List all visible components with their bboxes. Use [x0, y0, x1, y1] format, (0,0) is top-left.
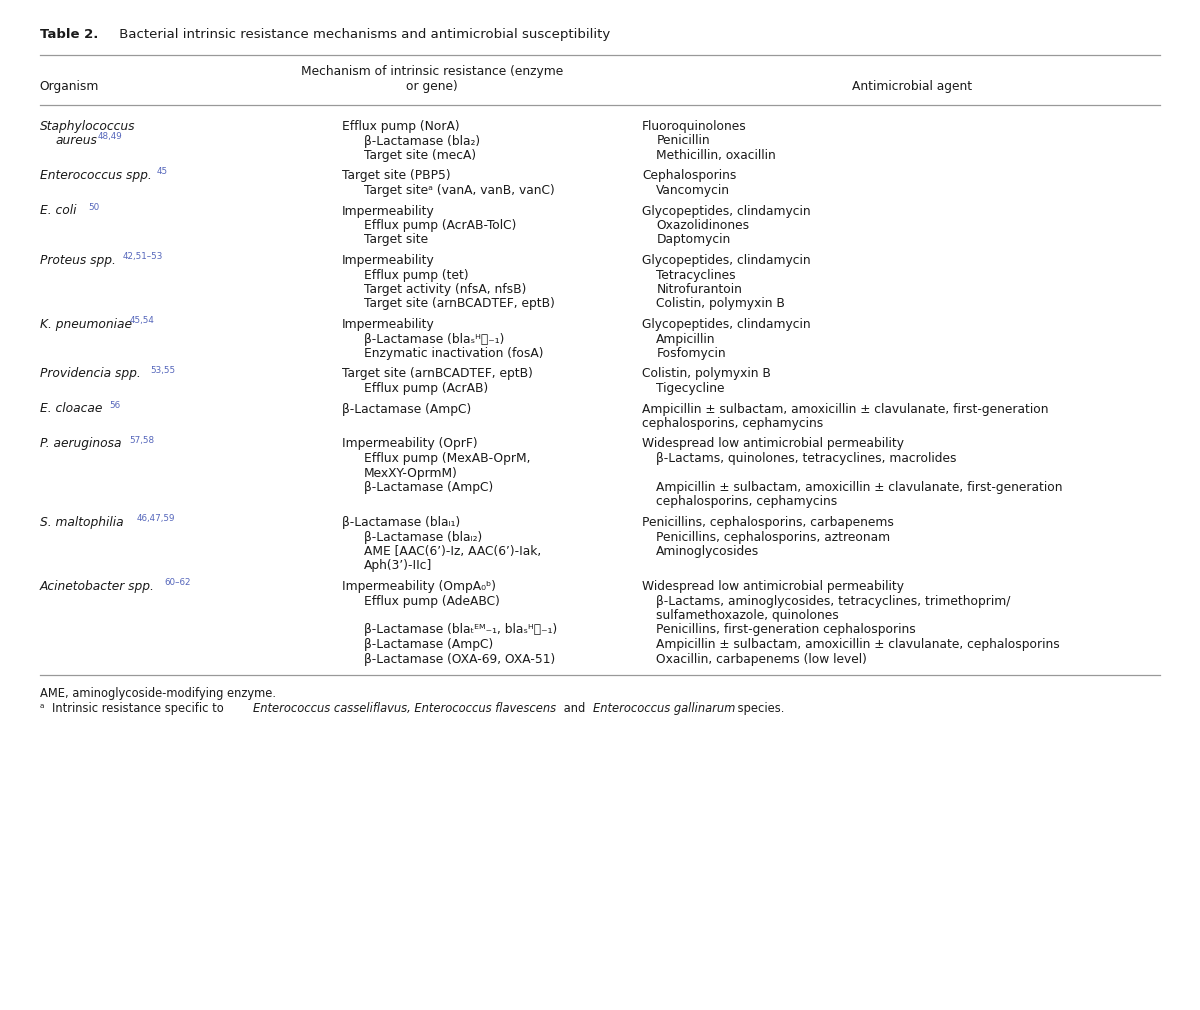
Text: ᵃ: ᵃ	[40, 702, 44, 715]
Text: Ampicillin ± sulbactam, amoxicillin ± clavulanate, first-generation: Ampicillin ± sulbactam, amoxicillin ± cl…	[642, 403, 1049, 415]
Text: and: and	[560, 702, 589, 715]
Text: 50: 50	[89, 202, 100, 211]
Text: 45: 45	[157, 168, 168, 177]
Text: species.: species.	[734, 702, 785, 715]
Text: sulfamethoxazole, quinolones: sulfamethoxazole, quinolones	[656, 609, 839, 622]
Text: Widespread low antimicrobial permeability: Widespread low antimicrobial permeabilit…	[642, 580, 904, 593]
Text: 46,47,59: 46,47,59	[137, 514, 175, 523]
Text: Proteus spp.: Proteus spp.	[40, 254, 115, 267]
Text: cephalosporins, cephamycins: cephalosporins, cephamycins	[642, 417, 823, 430]
Text: Tetracyclines: Tetracyclines	[656, 269, 736, 282]
Text: Target site: Target site	[364, 233, 427, 246]
Text: β-Lactamase (AmpC): β-Lactamase (AmpC)	[364, 638, 493, 651]
Text: Enterococcus gallinarum: Enterococcus gallinarum	[593, 702, 736, 715]
Text: Glycopeptides, clindamycin: Glycopeptides, clindamycin	[642, 318, 811, 331]
Text: Oxazolidinones: Oxazolidinones	[656, 219, 750, 232]
Text: Impermeability: Impermeability	[342, 204, 434, 217]
Text: β-Lactamase (blaₗ₂): β-Lactamase (blaₗ₂)	[364, 530, 482, 543]
Text: Target siteᵃ (vanA, vanB, vanC): Target siteᵃ (vanA, vanB, vanC)	[364, 184, 554, 197]
Text: Efflux pump (tet): Efflux pump (tet)	[364, 269, 468, 282]
Text: Widespread low antimicrobial permeability: Widespread low antimicrobial permeabilit…	[642, 437, 904, 450]
Text: Intrinsic resistance specific to: Intrinsic resistance specific to	[52, 702, 227, 715]
Text: β-Lactamase (blaₜᴱᴹ₋₁, blaₛᴴᵜ₋₁): β-Lactamase (blaₜᴱᴹ₋₁, blaₛᴴᵜ₋₁)	[364, 623, 557, 636]
Text: β-Lactams, quinolones, tetracyclines, macrolides: β-Lactams, quinolones, tetracyclines, ma…	[656, 452, 956, 465]
Text: 56: 56	[109, 401, 120, 409]
Text: 53,55: 53,55	[150, 366, 175, 375]
Text: Ampicillin ± sulbactam, amoxicillin ± clavulanate, cephalosporins: Ampicillin ± sulbactam, amoxicillin ± cl…	[656, 638, 1060, 651]
Text: Nitrofurantoin: Nitrofurantoin	[656, 283, 743, 296]
Text: Enterococcus casseliflavus, Enterococcus flavescens: Enterococcus casseliflavus, Enterococcus…	[253, 702, 557, 715]
Text: Colistin, polymyxin B: Colistin, polymyxin B	[642, 368, 770, 381]
Text: Ampicillin: Ampicillin	[656, 332, 716, 345]
Text: Fluoroquinolones: Fluoroquinolones	[642, 120, 746, 133]
Text: Impermeability (OmpA₀ᵇ): Impermeability (OmpA₀ᵇ)	[342, 580, 496, 593]
Text: Staphylococcus: Staphylococcus	[40, 120, 136, 133]
Text: Antimicrobial agent: Antimicrobial agent	[852, 80, 972, 93]
Text: Target activity (nfsA, nfsB): Target activity (nfsA, nfsB)	[364, 283, 526, 296]
Text: P. aeruginosa: P. aeruginosa	[40, 437, 121, 450]
Text: β-Lactamase (AmpC): β-Lactamase (AmpC)	[364, 481, 493, 494]
Text: Impermeability (OprF): Impermeability (OprF)	[342, 437, 478, 450]
Text: Ampicillin ± sulbactam, amoxicillin ± clavulanate, first-generation: Ampicillin ± sulbactam, amoxicillin ± cl…	[656, 481, 1063, 494]
Text: MexXY-OprmM): MexXY-OprmM)	[364, 467, 457, 480]
Text: β-Lactamase (blaₗ₁): β-Lactamase (blaₗ₁)	[342, 516, 461, 529]
Text: Enterococcus spp.: Enterococcus spp.	[40, 170, 151, 183]
Text: Vancomycin: Vancomycin	[656, 184, 731, 197]
Text: Impermeability: Impermeability	[342, 318, 434, 331]
Text: Cephalosporins: Cephalosporins	[642, 170, 737, 183]
Text: Efflux pump (AcrAB): Efflux pump (AcrAB)	[364, 382, 488, 395]
Text: β-Lactamase (OXA-69, OXA-51): β-Lactamase (OXA-69, OXA-51)	[364, 652, 554, 666]
Text: 45,54: 45,54	[130, 316, 155, 325]
Text: β-Lactamase (AmpC): β-Lactamase (AmpC)	[342, 403, 472, 415]
Text: Penicillins, cephalosporins, carbapenems: Penicillins, cephalosporins, carbapenems	[642, 516, 894, 529]
Text: Efflux pump (AcrAB-TolC): Efflux pump (AcrAB-TolC)	[364, 219, 516, 232]
Text: Daptomycin: Daptomycin	[656, 233, 731, 246]
Text: Organism: Organism	[40, 80, 98, 93]
Text: β-Lactams, aminoglycosides, tetracyclines, trimethoprim/: β-Lactams, aminoglycosides, tetracycline…	[656, 595, 1010, 607]
Text: E. coli: E. coli	[40, 204, 76, 217]
Text: Enzymatic inactivation (fosA): Enzymatic inactivation (fosA)	[364, 347, 544, 360]
Text: Tigecycline: Tigecycline	[656, 382, 725, 395]
Text: Glycopeptides, clindamycin: Glycopeptides, clindamycin	[642, 254, 811, 267]
Text: cephalosporins, cephamycins: cephalosporins, cephamycins	[656, 496, 838, 508]
Text: Penicillins, cephalosporins, aztreonam: Penicillins, cephalosporins, aztreonam	[656, 530, 890, 543]
Text: Colistin, polymyxin B: Colistin, polymyxin B	[656, 298, 785, 310]
Text: K. pneumoniae: K. pneumoniae	[40, 318, 132, 331]
Text: Providencia spp.: Providencia spp.	[40, 368, 140, 381]
Text: 42,51–53: 42,51–53	[122, 252, 163, 261]
Text: AME, aminoglycoside-modifying enzyme.: AME, aminoglycoside-modifying enzyme.	[40, 687, 276, 700]
Text: Penicillins, first-generation cephalosporins: Penicillins, first-generation cephalospo…	[656, 623, 916, 636]
Text: Penicillin: Penicillin	[656, 134, 710, 147]
Text: Table 2.: Table 2.	[40, 28, 98, 41]
Text: Fosfomycin: Fosfomycin	[656, 347, 726, 360]
Text: 60–62: 60–62	[164, 578, 191, 587]
Text: Bacterial intrinsic resistance mechanisms and antimicrobial susceptibility: Bacterial intrinsic resistance mechanism…	[115, 28, 611, 41]
Text: Mechanism of intrinsic resistance (enzyme
or gene): Mechanism of intrinsic resistance (enzym…	[301, 65, 563, 93]
Text: Target site (arnBCADTEF, eptB): Target site (arnBCADTEF, eptB)	[342, 368, 533, 381]
Text: Aminoglycosides: Aminoglycosides	[656, 545, 760, 558]
Text: S. maltophilia: S. maltophilia	[40, 516, 124, 529]
Text: Efflux pump (AdeABC): Efflux pump (AdeABC)	[364, 595, 499, 607]
Text: Target site (mecA): Target site (mecA)	[364, 149, 475, 162]
Text: Acinetobacter spp.: Acinetobacter spp.	[40, 580, 155, 593]
Text: Glycopeptides, clindamycin: Glycopeptides, clindamycin	[642, 204, 811, 217]
Text: 48,49: 48,49	[97, 132, 122, 141]
Text: β-Lactamase (bla₂): β-Lactamase (bla₂)	[364, 134, 480, 147]
Text: E. cloacae: E. cloacae	[40, 403, 102, 415]
Text: Target site (arnBCADTEF, eptB): Target site (arnBCADTEF, eptB)	[364, 298, 554, 310]
Text: Efflux pump (NorA): Efflux pump (NorA)	[342, 120, 460, 133]
Text: Aph(3’)-IIc]: Aph(3’)-IIc]	[364, 560, 432, 573]
Text: Efflux pump (MexAB-OprM,: Efflux pump (MexAB-OprM,	[364, 452, 530, 465]
Text: Impermeability: Impermeability	[342, 254, 434, 267]
Text: Oxacillin, carbapenems (low level): Oxacillin, carbapenems (low level)	[656, 652, 868, 666]
Text: β-Lactamase (blaₛᴴᵜ₋₁): β-Lactamase (blaₛᴴᵜ₋₁)	[364, 332, 504, 345]
Text: AME [AAC(6’)-Iz, AAC(6’)-Iak,: AME [AAC(6’)-Iz, AAC(6’)-Iak,	[364, 545, 541, 558]
Text: 57,58: 57,58	[130, 435, 155, 444]
Text: Target site (PBP5): Target site (PBP5)	[342, 170, 451, 183]
Text: aureus: aureus	[55, 134, 97, 147]
Text: Methicillin, oxacillin: Methicillin, oxacillin	[656, 149, 776, 162]
